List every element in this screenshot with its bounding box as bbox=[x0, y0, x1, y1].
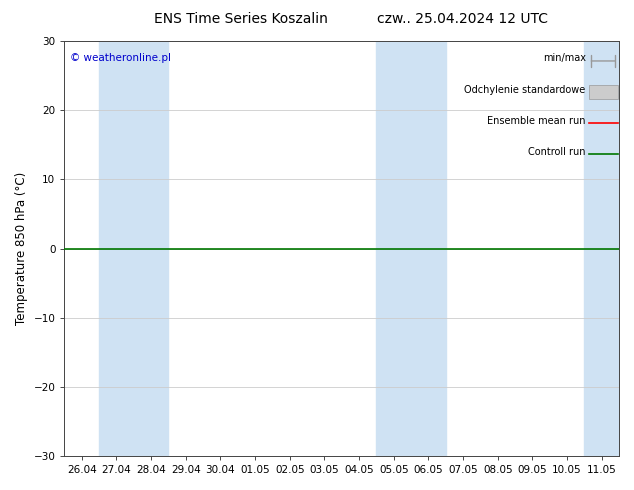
Bar bbox=[99, 41, 134, 456]
Bar bbox=[585, 41, 619, 456]
Text: czw.. 25.04.2024 12 UTC: czw.. 25.04.2024 12 UTC bbox=[377, 12, 548, 26]
Text: Controll run: Controll run bbox=[528, 147, 586, 157]
Text: ENS Time Series Koszalin: ENS Time Series Koszalin bbox=[154, 12, 328, 26]
Text: Odchylenie standardowe: Odchylenie standardowe bbox=[465, 85, 586, 95]
Text: min/max: min/max bbox=[543, 53, 586, 64]
Text: © weatheronline.pl: © weatheronline.pl bbox=[70, 53, 171, 64]
Bar bbox=[134, 41, 169, 456]
Bar bbox=[411, 41, 446, 456]
Bar bbox=[588, 85, 618, 98]
Text: Ensemble mean run: Ensemble mean run bbox=[487, 116, 586, 126]
Bar bbox=[377, 41, 411, 456]
Y-axis label: Temperature 850 hPa (°C): Temperature 850 hPa (°C) bbox=[15, 172, 28, 325]
